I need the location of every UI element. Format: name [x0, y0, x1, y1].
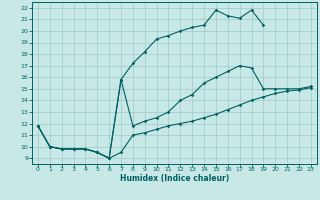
X-axis label: Humidex (Indice chaleur): Humidex (Indice chaleur) — [120, 174, 229, 183]
